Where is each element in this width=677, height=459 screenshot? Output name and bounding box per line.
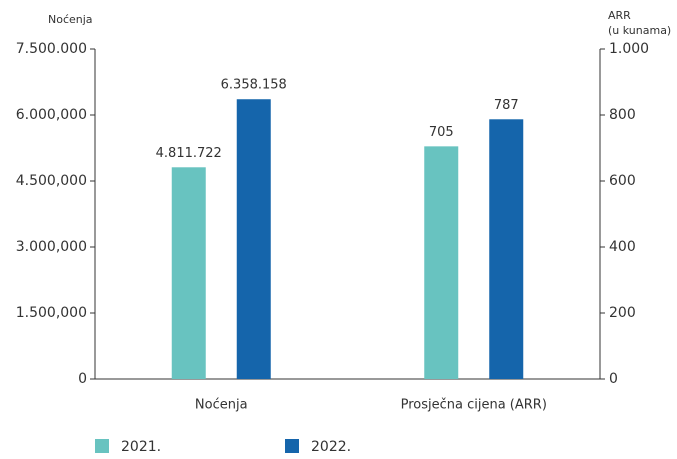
y2-tick-label: 800 xyxy=(609,107,636,123)
legend-label: 2022. xyxy=(311,439,351,455)
data-label: 4.811.722 xyxy=(156,146,222,161)
bar xyxy=(171,167,206,379)
legend-swatch xyxy=(285,439,299,453)
y-tick-label: 6.000,000 xyxy=(16,107,87,123)
data-label: 705 xyxy=(429,125,454,140)
y2-tick-label: 200 xyxy=(609,305,636,321)
bar xyxy=(236,99,271,379)
y2-axis-title: (u kunama) xyxy=(608,24,671,37)
y-tick-label: 1.500,000 xyxy=(16,305,87,321)
y-tick-label: 3.000,000 xyxy=(16,239,87,255)
y2-axis-title: ARR xyxy=(608,9,631,22)
y2-tick-label: 400 xyxy=(609,239,636,255)
bar xyxy=(489,119,524,379)
y2-tick-label: 600 xyxy=(609,173,636,189)
data-label: 6.358.158 xyxy=(221,78,287,93)
legend-label: 2021. xyxy=(121,439,161,455)
y-tick-label: 0 xyxy=(78,371,87,387)
legend-swatch xyxy=(95,439,109,453)
bar xyxy=(424,146,459,379)
y-tick-label: 7.500.000 xyxy=(16,41,87,57)
y-tick-label: 4.500,000 xyxy=(16,173,87,189)
x-tick-label: Noćenja xyxy=(195,398,248,413)
y2-tick-label: 0 xyxy=(609,371,618,387)
data-label: 787 xyxy=(494,98,519,113)
y2-tick-label: 1.000 xyxy=(609,41,649,57)
x-tick-label: Prosječna cijena (ARR) xyxy=(401,398,547,413)
y-axis-title: Noćenja xyxy=(48,13,93,26)
